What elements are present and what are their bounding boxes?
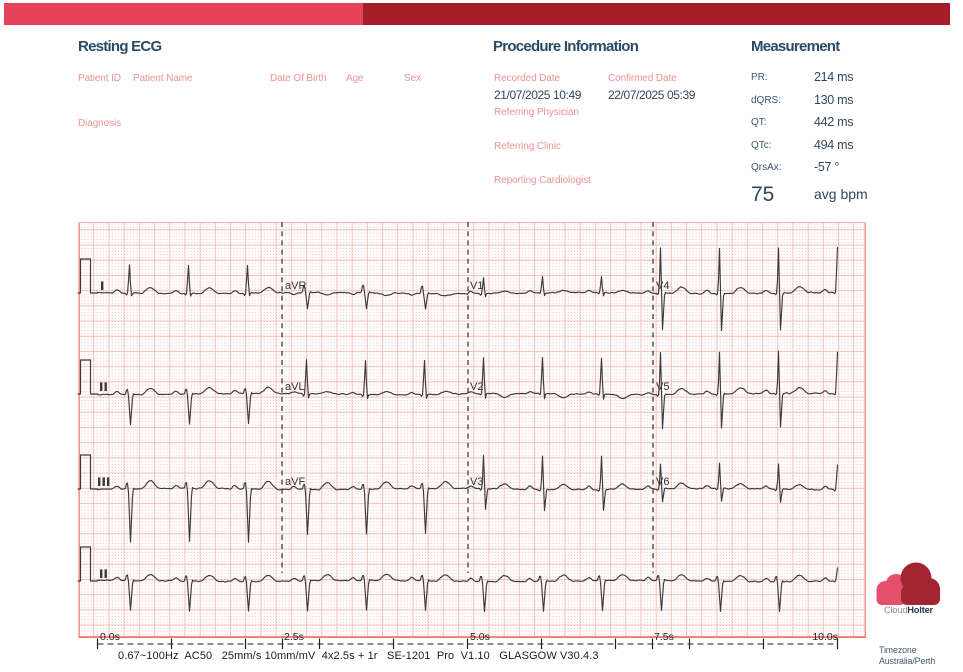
svg-text:V4: V4 <box>656 280 669 292</box>
svg-text:0.0s: 0.0s <box>100 631 120 643</box>
svg-text:V6: V6 <box>656 476 669 488</box>
svg-text:V3: V3 <box>470 476 483 488</box>
svg-text:aVL: aVL <box>285 381 305 393</box>
svg-text:V1: V1 <box>470 280 483 292</box>
svg-text:aVR: aVR <box>285 280 306 292</box>
svg-text:7.5s: 7.5s <box>654 631 674 643</box>
svg-text:5.0s: 5.0s <box>470 631 490 643</box>
svg-text:10.0s: 10.0s <box>812 631 838 643</box>
svg-text:2.5s: 2.5s <box>284 631 304 643</box>
svg-text:aVF: aVF <box>285 476 305 488</box>
svg-text:CloudHolter: CloudHolter <box>884 605 934 615</box>
svg-text:V5: V5 <box>656 381 669 393</box>
svg-text:V2: V2 <box>470 381 483 393</box>
